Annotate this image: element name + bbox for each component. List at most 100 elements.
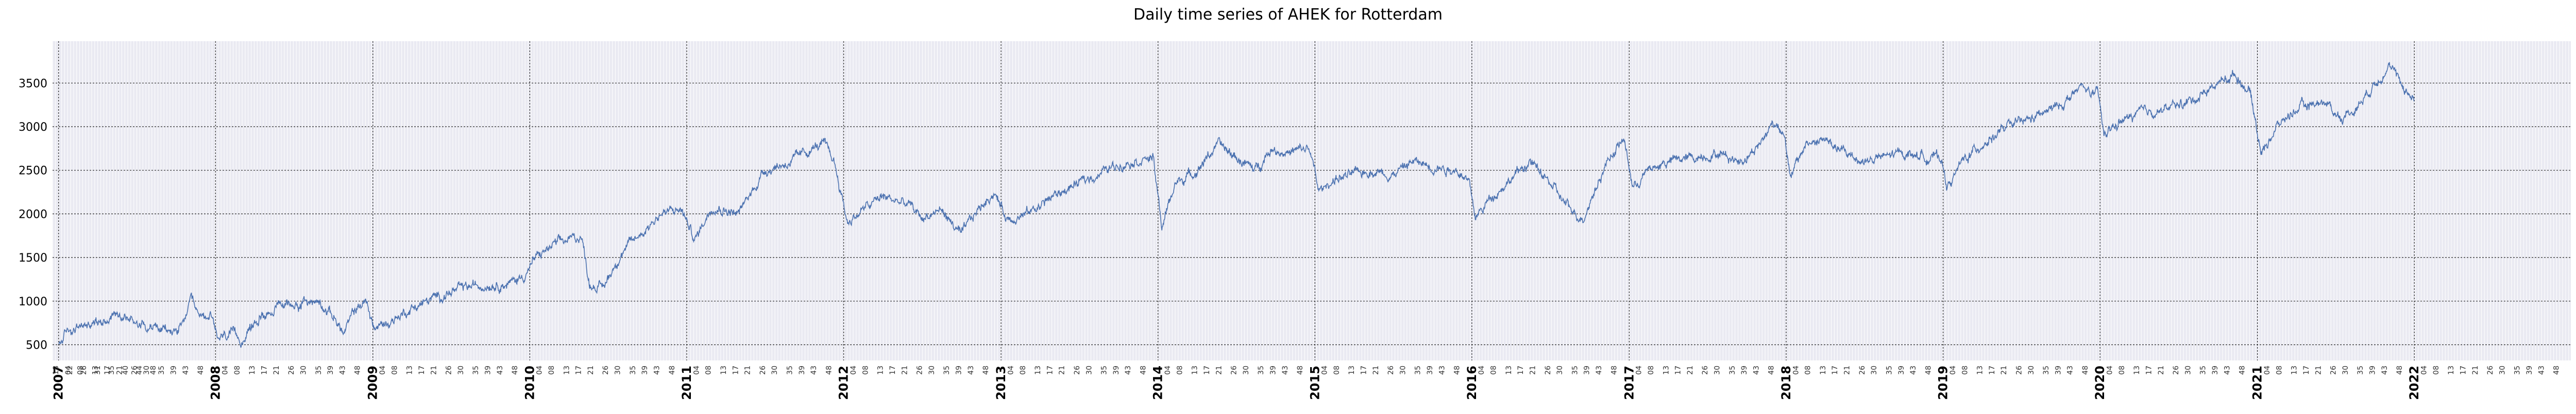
- week-tick-label: 30: [2184, 366, 2192, 375]
- week-tick-label: 35: [629, 366, 637, 375]
- week-tick-label: 04: [222, 366, 230, 375]
- week-tick-label: 26: [1230, 366, 1239, 375]
- week-tick-label: 17: [104, 366, 112, 375]
- week-tick-label: 30: [614, 366, 622, 375]
- year-tick-label: 2011: [680, 366, 694, 400]
- week-tick-label: 48: [825, 366, 833, 375]
- week-tick-label: 17: [1831, 366, 1839, 375]
- year-tick-label: 2010: [522, 366, 537, 400]
- week-tick-label: 26: [1701, 366, 1709, 375]
- week-tick-label: 04: [1949, 366, 1957, 375]
- year-tick-label: 2019: [1936, 366, 1951, 400]
- week-tick-label: 18: [52, 366, 60, 375]
- week-tick-label: 13: [1191, 366, 1199, 375]
- minor-grid: [52, 41, 2569, 360]
- week-tick-label: 35: [1728, 366, 1737, 375]
- week-tick-label: 26: [2486, 366, 2495, 375]
- week-tick-label: 04: [1478, 366, 1486, 375]
- week-tick-label: 21: [1058, 366, 1066, 375]
- week-tick-label: 21: [1843, 366, 1852, 375]
- week-tick-label: 04: [379, 366, 387, 375]
- year-tick-label: 2015: [1308, 366, 1322, 400]
- week-tick-label: 48: [1924, 366, 1933, 375]
- week-tick-label: 35: [108, 366, 116, 375]
- week-tick-label: 04: [536, 366, 544, 375]
- week-tick-label: 26: [1858, 366, 1867, 375]
- y-tick-label: 3000: [19, 121, 47, 134]
- week-tick-label: 35: [2042, 366, 2050, 375]
- week-tick-label: 08: [705, 366, 713, 375]
- week-tick-label: 26: [1073, 366, 1081, 375]
- week-tick-label: 13: [2291, 366, 2299, 375]
- week-tick-label: 08: [1490, 366, 1498, 375]
- week-tick-label: 04: [850, 366, 858, 375]
- week-tick-label: 39: [1897, 366, 1906, 375]
- week-tick-label: 30: [1085, 366, 1093, 375]
- week-tick-label: 48: [354, 366, 362, 375]
- week-tick-label: 43: [1438, 366, 1446, 375]
- week-tick-label: 21: [901, 366, 909, 375]
- week-tick-label: 39: [327, 366, 335, 375]
- week-tick-label: 48: [982, 366, 990, 375]
- week-tick-label: 17: [575, 366, 583, 375]
- week-tick-label: 08: [391, 366, 399, 375]
- week-tick-label: 21: [1686, 366, 1694, 375]
- week-tick-label: 40: [122, 366, 130, 375]
- week-tick-label: 26: [131, 366, 139, 375]
- week-tick-label: 08: [1804, 366, 1812, 375]
- year-tick-label: 2014: [1151, 366, 1165, 400]
- week-tick-label: 17: [261, 366, 269, 375]
- week-tick-label: 35: [2357, 366, 2365, 375]
- week-tick-label: 39: [1269, 366, 1277, 375]
- week-tick-label: 48: [1453, 366, 1462, 375]
- week-tick-label: 17: [2302, 366, 2311, 375]
- y-tick-label: 500: [26, 339, 47, 352]
- week-tick-label: 39: [1112, 366, 1121, 375]
- year-tick-label: 2016: [1465, 366, 1479, 400]
- week-tick-label: 48: [2396, 366, 2404, 375]
- week-tick-label: 48: [511, 366, 519, 375]
- week-tick-label: 13: [1662, 366, 1670, 375]
- week-tick-label: 35: [943, 366, 951, 375]
- week-tick-label: 17: [732, 366, 740, 375]
- week-tick-label: 30: [1556, 366, 1564, 375]
- week-tick-label: 04: [1007, 366, 1015, 375]
- week-tick-label: 13: [1505, 366, 1513, 375]
- week-tick-label: 30: [771, 366, 779, 375]
- y-tick-label: 3500: [19, 77, 47, 90]
- year-tick-label: 2013: [994, 366, 1008, 400]
- week-tick-label: 08: [2432, 366, 2441, 375]
- week-tick-label: 43: [2381, 366, 2389, 375]
- week-tick-label: 43: [2066, 366, 2075, 375]
- week-tick-label: 17: [2460, 366, 2468, 375]
- y-tick-label: 1500: [19, 252, 47, 265]
- week-tick-label: 21: [2157, 366, 2165, 375]
- week-tick-label: 30: [2498, 366, 2506, 375]
- week-tick-label: 39: [1740, 366, 1749, 375]
- week-tick-label: 21: [115, 366, 124, 375]
- week-tick-label: 26: [916, 366, 924, 375]
- week-tick-label: 43: [338, 366, 347, 375]
- week-tick-label: 26: [1544, 366, 1552, 375]
- week-tick-label: 21: [1529, 366, 1537, 375]
- week-tick-label: 39: [2211, 366, 2219, 375]
- week-tick-label: 08: [1647, 366, 1655, 375]
- week-tick-label: 35: [1885, 366, 1893, 375]
- week-tick-label: 35: [786, 366, 794, 375]
- week-tick-label: 39: [1583, 366, 1591, 375]
- week-tick-label: 43: [1909, 366, 1918, 375]
- chart-title: Daily time series of AHEK for Rotterdam: [1133, 6, 1443, 24]
- week-tick-label: 17: [1046, 366, 1054, 375]
- week-tick-label: 13: [720, 366, 728, 375]
- week-tick-label: 13: [1034, 366, 1042, 375]
- week-tick-label: 39: [484, 366, 493, 375]
- week-tick-label: 13: [2133, 366, 2141, 375]
- week-tick-label: 13: [1348, 366, 1356, 375]
- week-tick-label: 04: [64, 366, 73, 375]
- week-tick-label: 17: [1203, 366, 1211, 375]
- series-line: [58, 62, 2415, 348]
- year-tick-label: 2009: [366, 366, 380, 400]
- week-tick-label: 48: [1139, 366, 1147, 375]
